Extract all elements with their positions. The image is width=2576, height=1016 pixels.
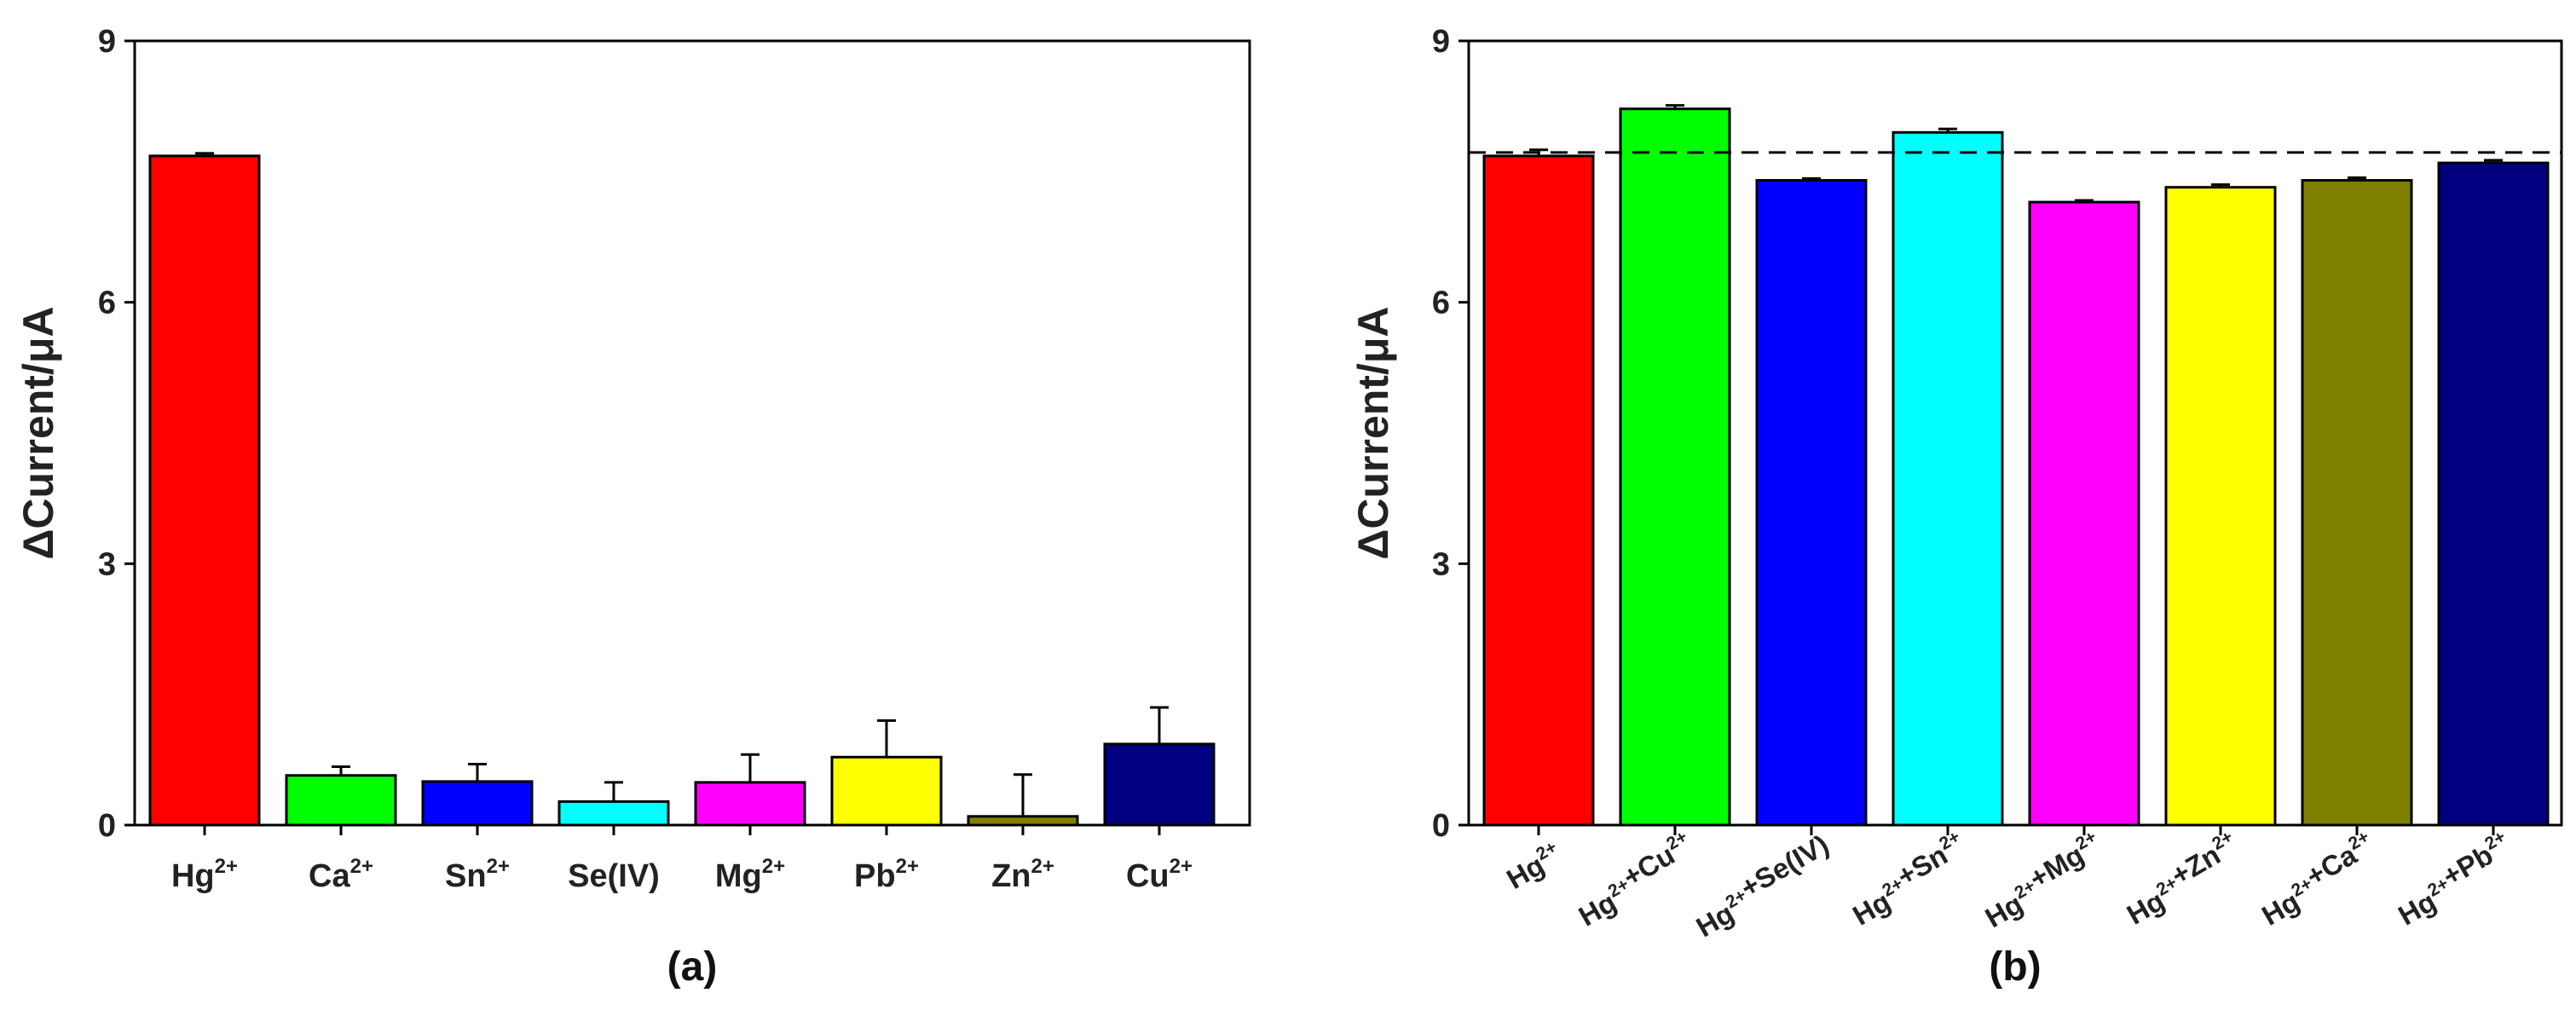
panel-a-xlabel-7: Cu2+: [1126, 855, 1193, 894]
panel-b-errorbar-2: [1802, 177, 1821, 181]
panel-b-errorbar-6: [2348, 176, 2366, 181]
panel-a-bar-3: [557, 800, 670, 827]
panel-a-xlabel-4: Mg2+: [715, 855, 785, 894]
panel-a-bar-2: [421, 780, 534, 827]
panel-a-xlabel-1: Ca2+: [309, 855, 373, 894]
panel-a-errorbar-6: [1014, 773, 1032, 817]
panel-b-xlabel-1: Hg2++Cu2+: [1567, 827, 1704, 932]
panel-a-axes-frame: [133, 39, 1251, 827]
panel-b-axes-frame: [1467, 39, 2563, 827]
panel-a: 0 3 6 9 ΔCurrent/μA Hg2+ Ca2+ Sn2+ Se(IV) Mg2+ Pb2…: [14, 24, 1251, 990]
panel-a-errorbar-3: [604, 781, 623, 802]
panel-a-errorbar-1: [332, 765, 350, 776]
panel-b-bar-3: [1892, 130, 2004, 827]
panel-b-errorbar-7: [2484, 159, 2503, 164]
panel-b-xlabel-0: Hg2+: [1500, 837, 1567, 895]
panel-b-ytick-label-0: 0: [1432, 808, 1450, 844]
panel-b-errorbar-4: [2075, 199, 2094, 203]
panel-b-xlabel-6: Hg2++Ca2+: [2250, 827, 2385, 932]
panel-a-bar-4: [694, 781, 806, 827]
panel-a-errorbar-2: [468, 762, 487, 782]
panel-b-errorbar-5: [2211, 183, 2230, 188]
panel-a-errorbar-5: [877, 719, 896, 758]
panel-a-bar-1: [285, 774, 397, 827]
panel-a-xlabel-2: Sn2+: [445, 855, 510, 894]
panel-b-bar-7: [2437, 161, 2550, 827]
panel-b: 0369ΔCurrent/μAHg2+Hg2++Cu2+Hg2++Se(IV)H…: [1349, 24, 2563, 990]
panel-b-bar-6: [2301, 179, 2413, 827]
panel-b-panel-label: (b): [1989, 944, 2041, 990]
panel-a-xlabel-0: Hg2+: [171, 855, 238, 894]
panel-b-xlabel-3: Hg2++Sn2+: [1840, 827, 1976, 932]
panel-a-panel-label: (a): [667, 944, 718, 990]
panel-a-xlabel-3: Se(IV): [568, 858, 660, 894]
panel-a-bar-0: [148, 154, 261, 827]
panel-a-bar-5: [830, 755, 943, 827]
panel-a-xlabel-6: Zn2+: [991, 855, 1054, 894]
panel-b-bar-1: [1619, 107, 1731, 827]
panel-b-errorbar-3: [1938, 127, 1957, 133]
panel-b-ytick-label-3: 9: [1432, 24, 1450, 60]
panel-a-ytick-label-2: 6: [98, 286, 116, 321]
panel-b-xlabel-7: Hg2++Pb2+: [2386, 827, 2521, 932]
panel-a-errorbar-7: [1150, 706, 1169, 744]
panel-a-bar-6: [967, 815, 1079, 827]
panel-a-ytick-label-3: 9: [98, 24, 116, 60]
panel-b-xlabel-5: Hg2++Zn2+: [2115, 827, 2250, 931]
panel-a-ylabel: ΔCurrent/μA: [14, 306, 62, 559]
panel-b-bar-5: [2164, 186, 2277, 827]
panel-a-errorbar-0: [195, 152, 214, 156]
panel-b-xlabel-2: Hg2++Se(IV): [1684, 828, 1840, 944]
panel-a-errorbar-4: [741, 753, 760, 782]
panel-b-bar-4: [2028, 200, 2140, 827]
panel-a-xlabel-5: Pb2+: [854, 855, 919, 894]
panel-b-ytick-label-2: 6: [1432, 286, 1450, 321]
panel-b-errorbar-1: [1666, 104, 1684, 109]
panel-b-bar-0: [1482, 154, 1595, 827]
panel-b-ylabel: ΔCurrent/μA: [1349, 306, 1397, 559]
panel-a-bar-7: [1103, 742, 1216, 827]
panel-a-ytick-label-1: 3: [98, 546, 116, 582]
panel-b-bar-2: [1755, 179, 1868, 827]
panel-a-ytick-label-0: 0: [98, 808, 116, 844]
panel-b-xlabel-4: Hg2++Mg2+: [1972, 827, 2112, 933]
panel-b-ytick-label-1: 3: [1432, 546, 1450, 582]
